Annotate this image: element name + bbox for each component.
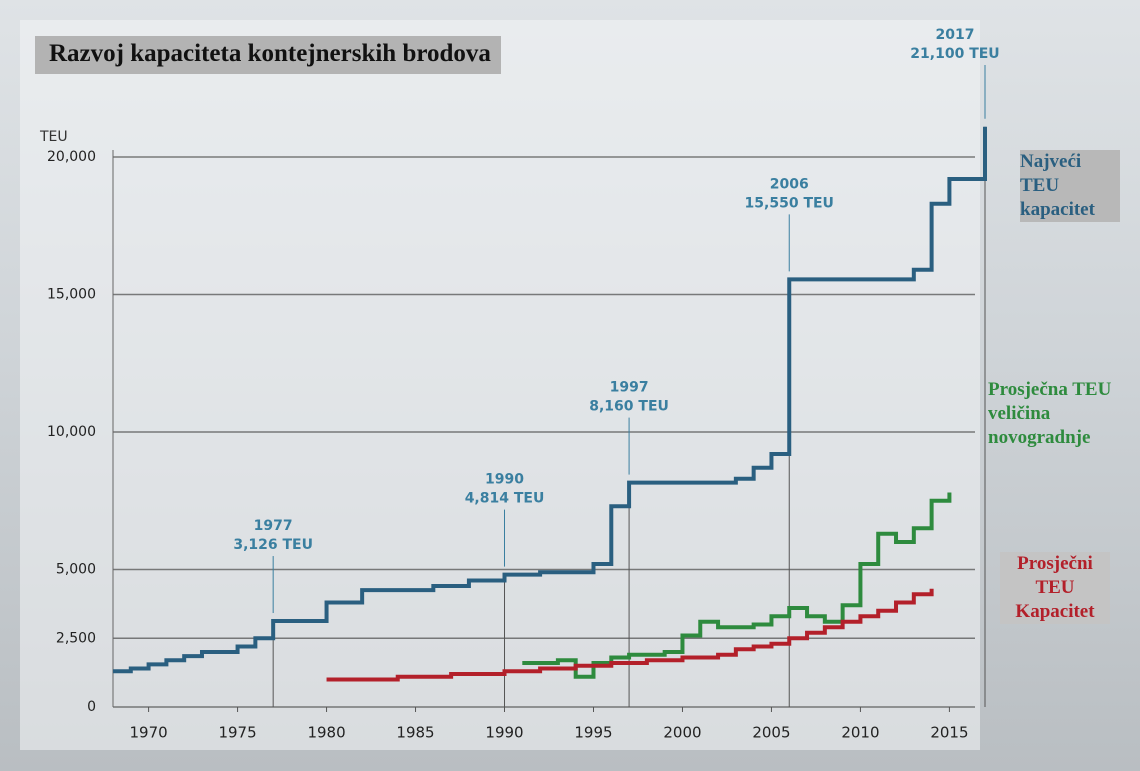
annotation-text: 2006 (770, 176, 809, 192)
plot-panel (20, 20, 980, 750)
x-tick-label: 1975 (218, 724, 256, 742)
annotation-text: 3,126 TEU (233, 537, 313, 553)
y-tick-label: 10,000 (47, 424, 96, 440)
annotation-text: 21,100 TEU (910, 46, 999, 62)
y-tick-label: 0 (87, 699, 96, 715)
annotation-text: 4,814 TEU (465, 491, 545, 507)
y-tick-label: 15,000 (47, 287, 96, 303)
annotation-text: 8,160 TEU (589, 399, 669, 415)
legend-label: Prosječna TEU veličina novogradnje (988, 379, 1112, 448)
annotation-text: 1997 (610, 380, 649, 396)
x-tick-label: 1995 (574, 724, 612, 742)
chart-title: Razvoj kapaciteta kontejnerskih brodova (35, 36, 501, 74)
series-line (113, 126, 987, 674)
x-tick-label: 1980 (307, 724, 345, 742)
y-tick-label: 2,500 (56, 630, 96, 646)
x-tick-label: 2010 (841, 724, 879, 742)
y-tick-label: 5,000 (56, 562, 96, 578)
x-tick-label: 2015 (930, 724, 968, 742)
x-tick-label: 1985 (396, 724, 434, 742)
y-axis-label: TEU (39, 129, 68, 145)
x-tick-label: 1990 (485, 724, 523, 742)
series-line (326, 588, 934, 682)
legend-label: Prosječni TEU Kapacitet (1000, 552, 1110, 624)
legend-label: Najveći TEU kapacitet (1020, 150, 1120, 222)
annotation-text: 15,550 TEU (745, 195, 834, 211)
x-tick-label: 1970 (129, 724, 167, 742)
y-tick-label: 20,000 (47, 149, 96, 165)
annotation-text: 1977 (254, 518, 293, 534)
annotation-text: 1990 (485, 472, 524, 488)
x-tick-label: 2005 (752, 724, 790, 742)
x-tick-label: 2000 (663, 724, 701, 742)
annotation-text: 2017 (936, 27, 975, 43)
